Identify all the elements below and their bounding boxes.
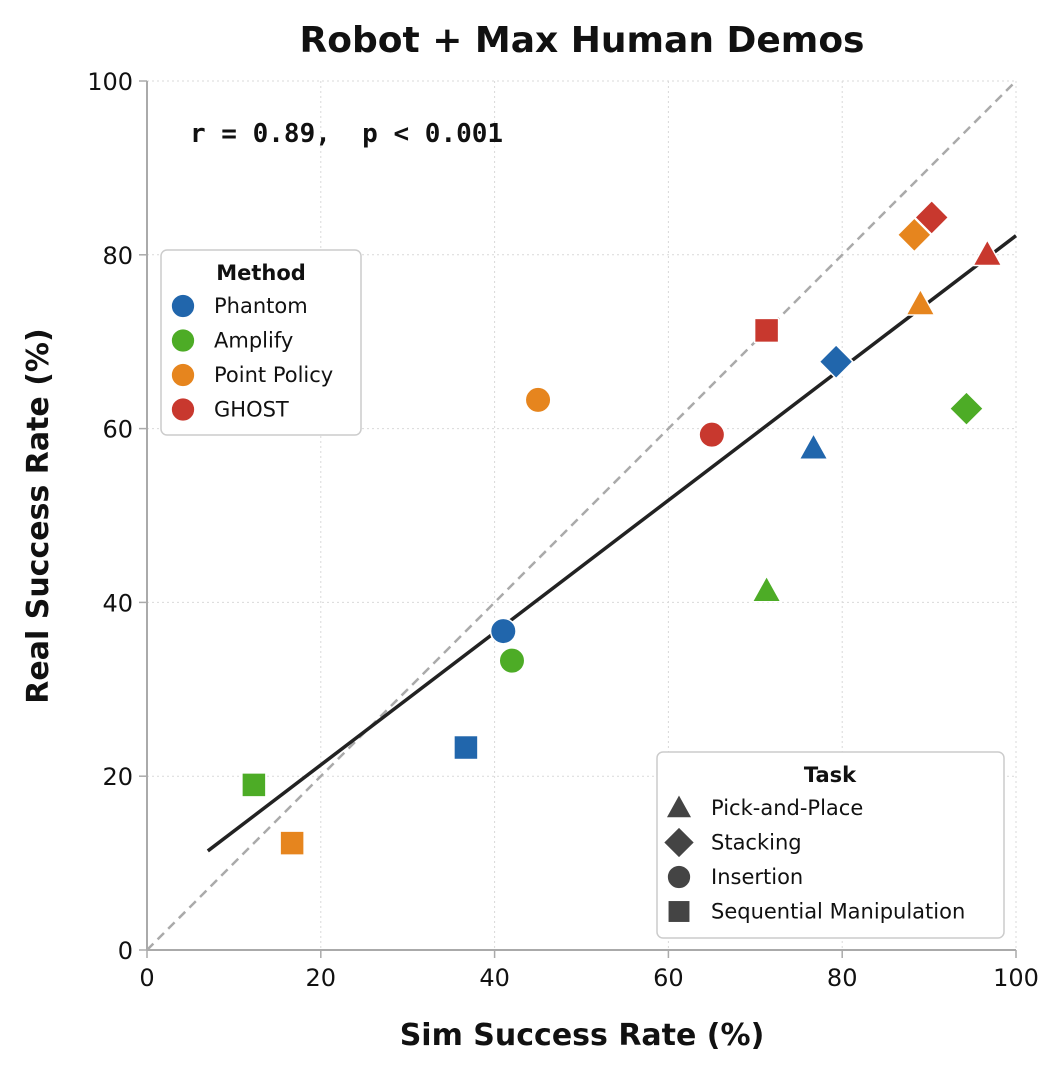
legend-label-point-policy: Point Policy [214,363,333,387]
legend-marker-amplify [170,327,196,354]
point-ghost-insertion [698,421,726,449]
method-legend: Method Phantom Amplify Point Policy GHOST [160,249,362,436]
point-point-policy-insertion [524,386,552,414]
chart-title: Robot + Max Human Demos [300,20,865,61]
axes: 0 20 40 60 80 100 0 20 40 60 80 100 [87,68,1039,992]
correlation-annotation: r = 0.89, p < 0.001 [190,119,503,149]
y-tick-label: 40 [102,589,133,617]
point-amplify-sequential-manipulation [241,772,267,798]
y-tick-label: 100 [87,68,133,96]
legend-marker-ghost [170,396,196,423]
legend-marker-sequential-manipulation [667,899,691,924]
legend-label-insertion: Insertion [711,865,803,889]
task-legend-title: Task [804,763,857,787]
x-axis-label: Sim Success Rate (%) [400,1018,765,1053]
data-points [241,199,1003,856]
point-point-policy-pick-and-place [904,287,936,316]
legend-marker-point-policy [170,362,196,388]
point-ghost-pick-and-place [971,238,1003,267]
point-amplify-insertion [498,647,526,675]
legend-label-stacking: Stacking [711,831,802,855]
y-tick-label: 60 [102,416,133,444]
point-ghost-sequential-manipulation [753,317,780,344]
point-amplify-pick-and-place [751,574,783,603]
point-ghost-stacking [913,199,950,236]
x-tick-label: 40 [479,964,510,992]
point-phantom-sequential-manipulation [453,734,479,761]
point-amplify-stacking [948,390,985,427]
x-tick-label: 0 [139,964,154,992]
task-legend: Task Pick-and-Place Stacking Insertion Sequ… [656,751,1005,939]
x-tick-label: 100 [993,964,1039,992]
reference-lines [146,80,1018,951]
y-tick-label: 80 [102,242,133,270]
point-phantom-pick-and-place [797,432,830,461]
legend-marker-pick-and-place [664,792,694,819]
fit-line [206,234,1018,853]
legend-label-sequential-manipulation: Sequential Manipulation [711,900,965,924]
method-legend-title: Method [216,261,306,285]
identity-line [146,80,1017,951]
legend-marker-phantom [170,293,196,319]
point-phantom-insertion [489,617,517,645]
y-tick-label: 20 [102,763,133,791]
legend-label-phantom: Phantom [214,294,308,318]
point-point-policy-sequential-manipulation [279,830,305,856]
legend-marker-stacking [662,825,696,860]
point-phantom-stacking [818,343,854,380]
y-axis-label: Real Success Rate (%) [21,328,56,703]
x-tick-label: 60 [653,964,684,992]
legend-label-pick-and-place: Pick-and-Place [711,796,863,820]
point-point-policy-stacking [896,216,933,253]
legend-label-amplify: Amplify [214,329,293,353]
x-tick-label: 20 [306,964,337,992]
y-tick-label: 0 [118,937,133,965]
x-tick-label: 80 [827,964,858,992]
legend-marker-insertion [666,864,692,890]
legend-label-ghost: GHOST [214,398,289,422]
